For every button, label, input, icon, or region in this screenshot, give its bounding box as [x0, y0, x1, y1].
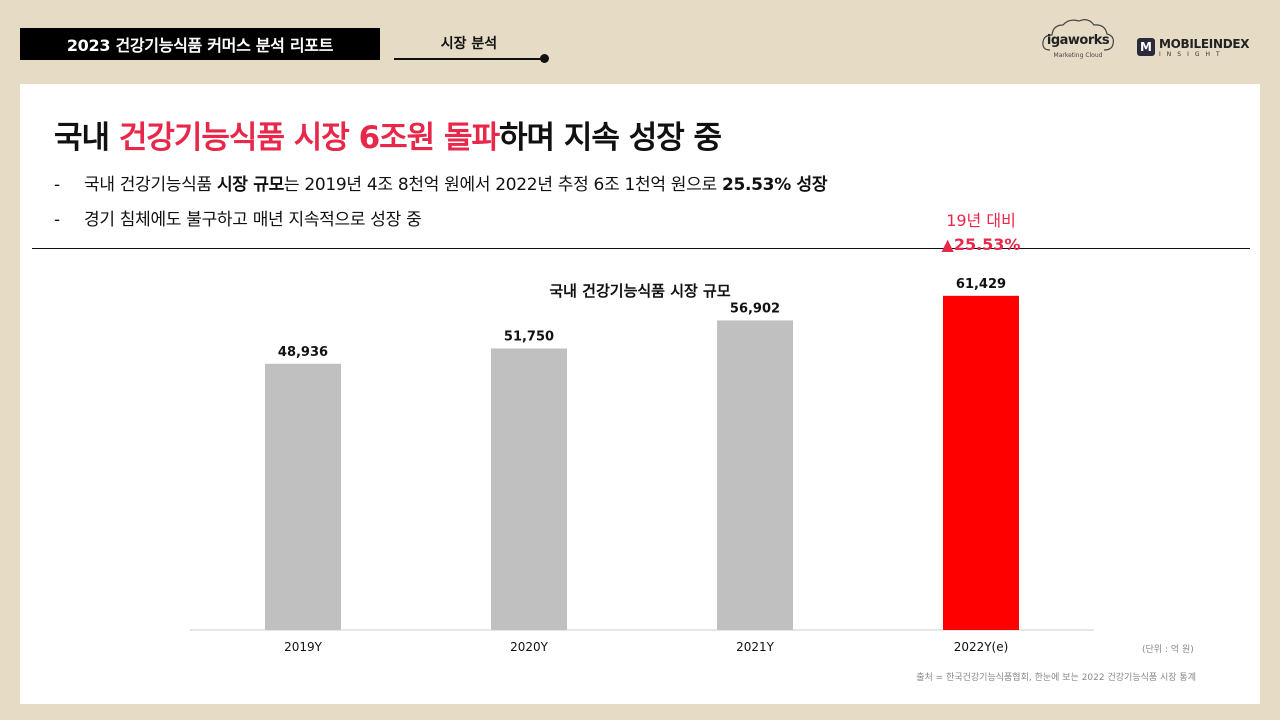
igaworks-logo-sub: Marketing Cloud	[1053, 52, 1103, 59]
cloud-icon	[1042, 19, 1114, 51]
section-divider	[32, 248, 1250, 249]
mobileindex-mark-icon: M	[1137, 38, 1155, 56]
section-underline	[394, 58, 544, 60]
bullet-bold: 25.53% 성장	[721, 175, 828, 195]
mobileindex-logo-name: MOBILEINDEX	[1159, 37, 1250, 51]
bullet-text: 국내 건강기능식품	[84, 175, 217, 195]
section-label: 시장 분석	[440, 36, 498, 52]
igaworks-logo: igaworks Marketing Cloud	[1040, 16, 1116, 66]
bar-2022Y(e)	[943, 295, 1019, 630]
summary-bullets: - 국내 건강기능식품 시장 규모는 2019년 4조 8천억 원에서 2022년…	[54, 170, 828, 240]
source-note: 출처 = 한국건강기능식품협회, 한눈에 보는 2022 건강기능식품 시장 통…	[916, 673, 1196, 683]
igaworks-logo-name: igaworks	[1046, 33, 1110, 48]
data-label: 61,429	[956, 277, 1006, 292]
data-label: 51,750	[504, 329, 554, 344]
mobileindex-logo: M MOBILEINDEX INSIGHT	[1137, 36, 1257, 60]
x-tick-label: 2019Y	[284, 640, 323, 654]
data-label: 48,936	[278, 345, 328, 360]
x-tick-label: 2021Y	[736, 640, 775, 654]
bar-2020Y	[491, 348, 567, 630]
bullet-item: - 경기 침체에도 불구하고 매년 지속적으로 성장 중	[54, 205, 827, 230]
headline-pre: 국내	[54, 120, 119, 156]
page-headline: 국내 건강기능식품 시장 6조원 돌파하며 지속 성장 중	[54, 112, 722, 157]
bar-2019Y	[265, 363, 341, 630]
headline-highlight: 건강기능식품 시장 6조원 돌파	[118, 120, 500, 156]
chart-title: 국내 건강기능식품 시장 규모	[549, 282, 731, 300]
growth-annotation-label: 19년 대비	[946, 211, 1016, 230]
growth-annotation-value: ▲25.53%	[942, 235, 1021, 254]
bullet-bold: 시장 규모	[216, 175, 284, 195]
bullet-dash: -	[54, 175, 60, 195]
bullet-item: - 국내 건강기능식품 시장 규모는 2019년 4조 8천억 원에서 2022년…	[54, 170, 828, 195]
x-tick-label: 2020Y	[510, 640, 549, 654]
mobileindex-logo-sub: INSIGHT	[1159, 51, 1226, 58]
bullet-dash: -	[54, 210, 60, 230]
unit-note: (단위 : 억 원)	[1142, 645, 1194, 655]
bar-2021Y	[717, 320, 793, 630]
content-card: 국내 건강기능식품 시장 6조원 돌파하며 지속 성장 중 - 국내 건강기능식품…	[20, 84, 1260, 704]
bullet-text: 경기 침체에도 불구하고 매년 지속적으로 성장 중	[84, 210, 422, 230]
bar-chart: 48,936 2019Y 51,750 2020Y 56,902 2021Y 61,429 2…	[190, 211, 1094, 654]
section-dot	[540, 54, 549, 63]
headline-post: 하며 지속 성장 중	[499, 120, 722, 156]
report-title: 2023 건강기능식품 커머스 분석 리포트	[20, 28, 380, 60]
x-tick-label: 2022Y(e)	[954, 640, 1009, 654]
data-label: 56,902	[730, 301, 780, 316]
bullet-text: 는 2019년 4조 8천억 원에서 2022년 추정 6조 1천억 원으로	[283, 175, 722, 195]
